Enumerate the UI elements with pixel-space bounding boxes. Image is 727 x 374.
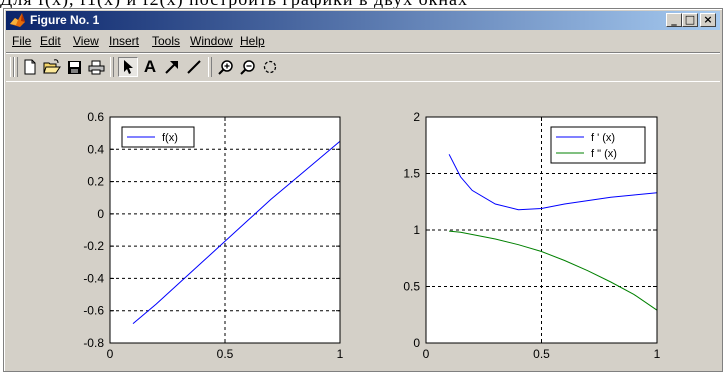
open-folder-icon <box>43 59 61 74</box>
background-document-text: Для f(x), f1(x) и f2(x) построить график… <box>0 0 727 8</box>
menu-view-label: View <box>73 34 99 48</box>
insert-text-button[interactable]: A <box>140 57 160 77</box>
insert-line-button[interactable] <box>184 57 204 77</box>
series-line-2 <box>449 230 658 311</box>
legend-label: f(x) <box>162 132 178 144</box>
axes-1: 0.60.40.20-0.2-0.4-0.6-0.80 0.5 1f(x) <box>83 110 343 361</box>
series-line-1 <box>448 154 658 211</box>
maximize-icon: □ <box>684 13 696 26</box>
x-tick-label: 1 <box>654 347 661 361</box>
y-tick-label: 0.2 <box>87 175 104 189</box>
insert-arrow-button[interactable] <box>162 57 182 77</box>
print-icon <box>88 60 104 74</box>
y-tick-label: -0.6 <box>83 304 104 318</box>
menu-window-label: Window <box>190 34 233 48</box>
toolbar-grip[interactable] <box>14 57 18 77</box>
rotate-icon <box>263 60 277 74</box>
arrow-icon <box>165 61 178 74</box>
axes-frame <box>109 116 341 344</box>
close-icon: × <box>703 13 713 26</box>
x-tick-label: 0.5 <box>217 347 234 361</box>
zoom-in-icon <box>218 60 233 75</box>
menu-edit-label: Edit <box>40 34 61 48</box>
toolbar: A <box>6 52 720 82</box>
y-tick-label: 0.6 <box>87 110 104 124</box>
series-line-1 <box>132 140 341 324</box>
y-tick-label: 2 <box>413 110 420 124</box>
y-tick-label: 0 <box>413 336 420 350</box>
zoom-out-icon <box>240 60 255 75</box>
x-tick-label: 0 <box>423 347 430 361</box>
y-tick-label: -0.8 <box>83 336 104 350</box>
menu-window[interactable]: Window <box>190 34 233 48</box>
save-icon <box>67 60 81 74</box>
minimize-button[interactable]: _ <box>666 13 682 27</box>
minimize-icon: _ <box>671 13 677 26</box>
axes-frame <box>425 116 658 344</box>
document-text: Для f(x), f1(x) и f2(x) построить график… <box>0 0 468 8</box>
menu-tools-label: Tools <box>152 34 181 48</box>
maximize-button[interactable]: □ <box>682 13 698 27</box>
menu-insert-label: Insert <box>109 34 140 48</box>
legend-label: f " (x) <box>591 148 617 160</box>
legend: f ' (x) f " (x) <box>550 126 646 164</box>
y-tick-label: -0.2 <box>83 239 104 253</box>
toolbar-grip[interactable] <box>10 57 14 77</box>
legend-box <box>550 126 646 164</box>
x-tick-label: 0 <box>107 347 114 361</box>
text-a-icon: A <box>143 57 157 76</box>
y-tick-label: 1.5 <box>403 167 420 181</box>
menu-edit[interactable]: Edit <box>40 34 61 48</box>
y-tick-label: -0.4 <box>83 271 104 285</box>
menu-file-label: File <box>12 34 32 48</box>
menu-help-label: Help <box>240 34 265 48</box>
x-tick-label: 0.5 <box>533 347 550 361</box>
menu-tools[interactable]: Tools <box>152 34 180 48</box>
close-button[interactable]: × <box>700 13 716 27</box>
figure-canvas: 0.60.40.20-0.2-0.4-0.6-0.80 0.5 1f(x)21.51… <box>83 110 660 361</box>
toolbar-separator <box>110 57 114 77</box>
save-button[interactable] <box>64 57 84 77</box>
window-title: Figure No. 1 <box>30 13 100 27</box>
print-button[interactable] <box>86 57 106 77</box>
y-tick-label: 0 <box>97 207 104 221</box>
matlab-logo-icon <box>10 13 25 27</box>
new-file-icon <box>24 59 36 75</box>
legend-label: f ' (x) <box>591 132 615 144</box>
zoom-in-button[interactable] <box>216 57 236 77</box>
menu-insert[interactable]: Insert <box>109 34 139 48</box>
select-tool-button[interactable] <box>118 57 138 77</box>
x-tick-label: 1 <box>337 347 344 361</box>
new-figure-button[interactable] <box>20 57 40 77</box>
y-tick-label: 0.4 <box>87 142 104 156</box>
y-tick-label: 0.5 <box>403 280 420 294</box>
rotate-3d-button[interactable] <box>260 57 280 77</box>
select-arrow-icon <box>124 60 133 74</box>
figure-window: Figure No. 1 _ □ × File Edit View Insert… <box>3 8 723 372</box>
line-icon <box>187 60 201 74</box>
toolbar-separator <box>208 57 212 77</box>
menu-file[interactable]: File <box>12 34 31 48</box>
open-file-button[interactable] <box>42 57 62 77</box>
zoom-out-button[interactable] <box>238 57 258 77</box>
legend: f(x) <box>121 126 195 148</box>
title-bar[interactable]: Figure No. 1 _ □ × <box>6 11 720 30</box>
legend-box <box>121 126 195 148</box>
axes-2: 2 1.5 1 0.5 00 0.5 1 f ' (x) f " (x) <box>403 110 660 361</box>
menu-view[interactable]: View <box>73 34 99 48</box>
menu-bar: File Edit View Insert Tools Window Help <box>6 32 720 50</box>
menu-help[interactable]: Help <box>240 34 265 48</box>
y-tick-label: 1 <box>413 223 420 237</box>
